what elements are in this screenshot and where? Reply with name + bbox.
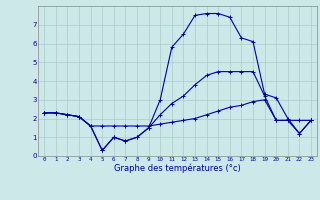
X-axis label: Graphe des températures (°c): Graphe des températures (°c) — [114, 164, 241, 173]
